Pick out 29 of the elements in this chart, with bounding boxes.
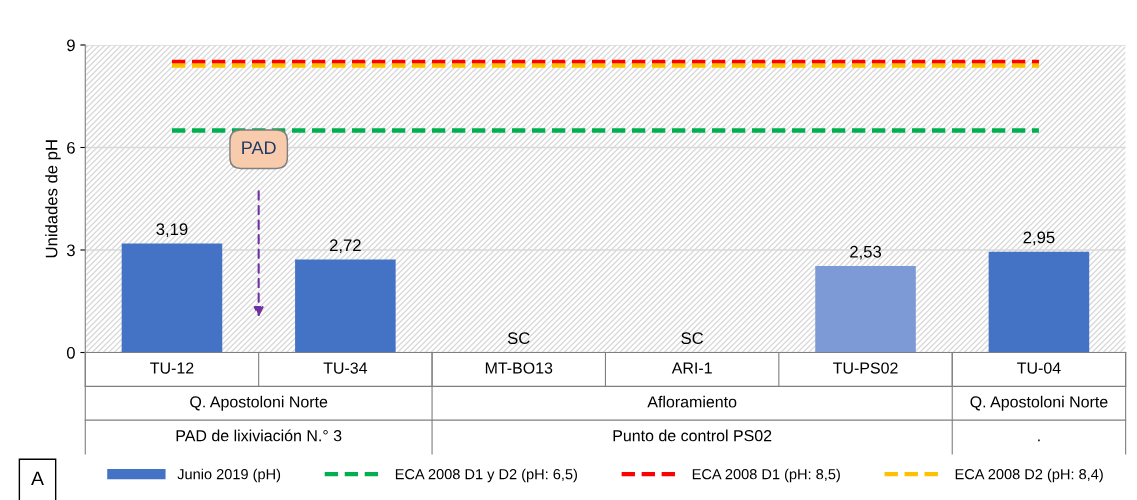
legend-label: ECA 2008 D2 (pH: 8,4)	[955, 468, 1103, 483]
x-tick-label: TU-34	[323, 362, 368, 374]
y-tick-label: 9	[67, 39, 75, 52]
x-tick-label: TU-04	[1017, 362, 1061, 374]
y-tick-label: 6	[67, 141, 75, 154]
data-label: 2,53	[850, 245, 882, 260]
text: Q. Apostoloni Norte	[970, 395, 1108, 411]
x-tick-label: TU-PS02	[833, 362, 898, 374]
text: A	[31, 471, 44, 486]
text: PAD de lixiviación N.° 3	[176, 429, 342, 442]
x-tick-label: ARI-1	[671, 362, 712, 374]
annotation: PAD	[242, 141, 276, 154]
data-label: 2,95	[1023, 231, 1055, 246]
x-tick-label: TU-12	[150, 362, 194, 374]
text: .	[1038, 439, 1040, 442]
x-tick-label: MT-BO13	[485, 362, 553, 374]
y-tick-label: 0	[66, 346, 75, 359]
legend-label: ECA 2008 D1 (pH: 8,5)	[692, 468, 840, 483]
text: SC	[681, 332, 704, 345]
text: SC	[507, 332, 530, 345]
legend-label: Junio 2019 (pH)	[177, 468, 281, 483]
legend-label: ECA 2008 D1 y D2 (pH: 6,5)	[395, 468, 577, 483]
text: Afloramiento	[647, 395, 737, 408]
data-label: 2,72	[329, 239, 361, 254]
text: Q. Apostoloni Norte	[190, 395, 328, 411]
y-axis-title: Unidades de pH	[45, 140, 61, 258]
data-label: 3,19	[156, 223, 188, 238]
text: Punto de control PS02	[613, 429, 772, 442]
y-tick-label: 3	[66, 244, 75, 257]
